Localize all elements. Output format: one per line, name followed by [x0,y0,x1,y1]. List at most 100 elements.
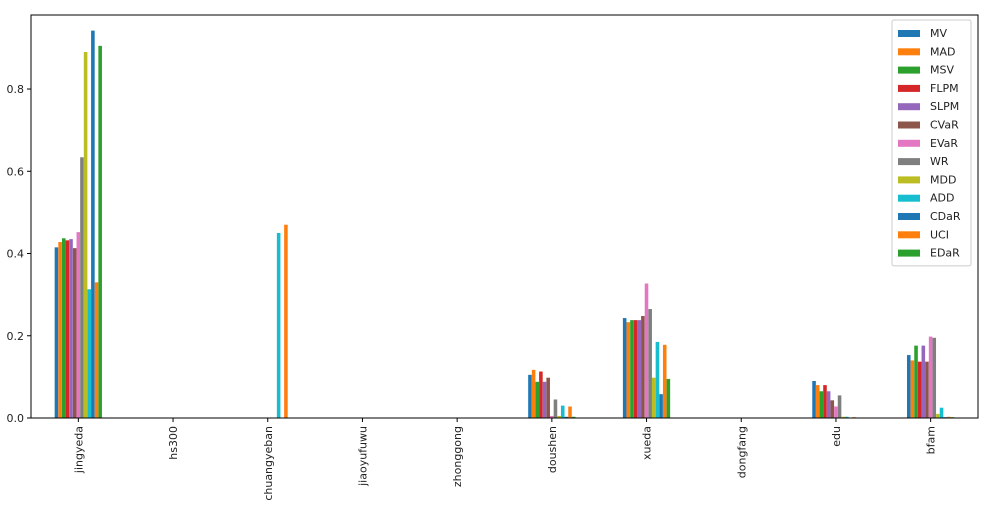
legend-swatch-cvar [898,122,920,129]
legend-swatch-uci [898,231,920,238]
bar-add-doushen [561,406,565,418]
bar-add-xueda [656,342,660,418]
bar-mv-doushen [528,375,532,418]
legend: MVMADMSVFLPMSLPMCVaREVaRWRMDDADDCDaRUCIE… [892,20,971,266]
bar-flpm-xueda [634,320,638,418]
bar-msv-bfam [914,346,918,418]
legend-swatch-mdd [898,176,920,183]
y-axis: 0.0 0.2 0.4 0.6 0.8 [7,83,32,425]
bar-msv-xueda [630,320,634,418]
bar-wr-doushen [554,399,558,418]
bar-add-chuangyeban [277,233,281,418]
bar-evar-xueda [645,284,649,418]
bar-slpm-bfam [922,346,926,418]
legend-swatch-msv [898,67,920,74]
bar-evar-jingyeda [77,232,81,418]
y-tick-label-3: 0.6 [7,165,25,178]
bar-flpm-doushen [539,372,543,418]
legend-label-evar: EVaR [930,137,958,150]
bar-mv-edu [812,381,816,418]
legend-label-mv: MV [930,27,947,40]
bar-cvar-jingyeda [73,248,77,418]
legend-swatch-edar [898,250,920,257]
bar-uci-xueda [663,345,667,418]
bar-uci-chuangyeban [284,225,288,418]
y-tick-label-2: 0.4 [7,248,25,261]
legend-swatch-mv [898,30,920,37]
x-tick-label-dongfang: dongfang [735,426,748,478]
legend-swatch-flpm [898,85,920,92]
bar-mdd-jingyeda [84,52,88,418]
plot-frame [31,15,978,418]
legend-swatch-wr [898,158,920,165]
bar-mad-bfam [911,360,915,418]
bar-cvar-xueda [641,316,645,418]
x-tick-label-edu: edu [830,426,843,447]
x-tick-label-jiaoyufuwu: jiaoyufuwu [356,426,369,487]
legend-label-mad: MAD [930,45,956,58]
x-tick-label-xueda: xueda [641,426,654,460]
bar-add-jingyeda [87,289,91,418]
legend-swatch-mad [898,48,920,55]
bar-msv-jingyeda [62,238,66,418]
legend-label-add: ADD [930,192,954,205]
bar-mv-jingyeda [55,247,59,418]
bar-add-bfam [940,408,944,418]
bar-slpm-xueda [637,320,641,418]
bar-flpm-bfam [918,362,922,418]
bar-edar-jingyeda [98,46,102,418]
bar-uci-doushen [568,406,572,418]
bar-wr-bfam [932,338,936,418]
bar-evar-edu [834,406,838,418]
x-axis: jingyeda hs300 chuangyeban jiaoyufuwu zhongg… [72,418,937,501]
bar-mad-xueda [627,322,631,418]
bar-edar-xueda [667,379,671,418]
legend-label-uci: UCI [930,228,949,241]
bar-cdar-jingyeda [91,31,95,418]
bar-uci-jingyeda [95,282,99,418]
bar-wr-xueda [648,309,652,418]
bar-evar-bfam [929,337,933,418]
bar-slpm-jingyeda [69,239,73,418]
x-tick-label-zhonggong: zhonggong [451,426,464,487]
y-tick-label-4: 0.8 [7,83,25,96]
bar-mdd-bfam [936,414,940,418]
bar-flpm-edu [823,385,827,418]
legend-label-slpm: SLPM [930,100,959,113]
bar-msv-edu [820,391,824,418]
bar-mad-jingyeda [58,242,62,418]
y-tick-label-1: 0.2 [7,330,25,343]
bar-slpm-doushen [543,382,547,418]
bar-cvar-bfam [925,362,929,418]
legend-label-cvar: CVaR [930,119,959,132]
x-tick-label-hs300: hs300 [167,426,180,460]
legend-swatch-add [898,195,920,202]
bar-wr-edu [838,395,842,418]
bar-cvar-edu [830,400,834,418]
bar-cvar-doushen [546,378,550,418]
bar-wr-jingyeda [80,157,84,418]
legend-label-mdd: MDD [930,173,956,186]
legend-swatch-slpm [898,103,920,110]
legend-swatch-evar [898,140,920,147]
x-tick-label-chuangyeban: chuangyeban [262,426,275,501]
y-tick-label-0: 0.0 [7,412,25,425]
bar-mv-bfam [907,355,911,418]
legend-label-msv: MSV [930,64,954,77]
x-tick-label-bfam: bfam [925,426,938,454]
bar-flpm-jingyeda [66,240,70,418]
legend-label-cdar: CDaR [930,210,961,223]
legend-swatch-cdar [898,213,920,220]
x-tick-label-doushen: doushen [546,426,559,473]
x-tick-label-jingyeda: jingyeda [72,426,85,474]
bar-mad-edu [816,385,820,418]
bar-cdar-xueda [659,394,663,418]
legend-label-wr: WR [930,155,949,168]
bar-mv-xueda [623,318,627,418]
bar-mad-doushen [532,370,536,418]
bars [55,31,955,418]
bar-slpm-edu [827,391,831,418]
bar-msv-doushen [535,382,539,418]
